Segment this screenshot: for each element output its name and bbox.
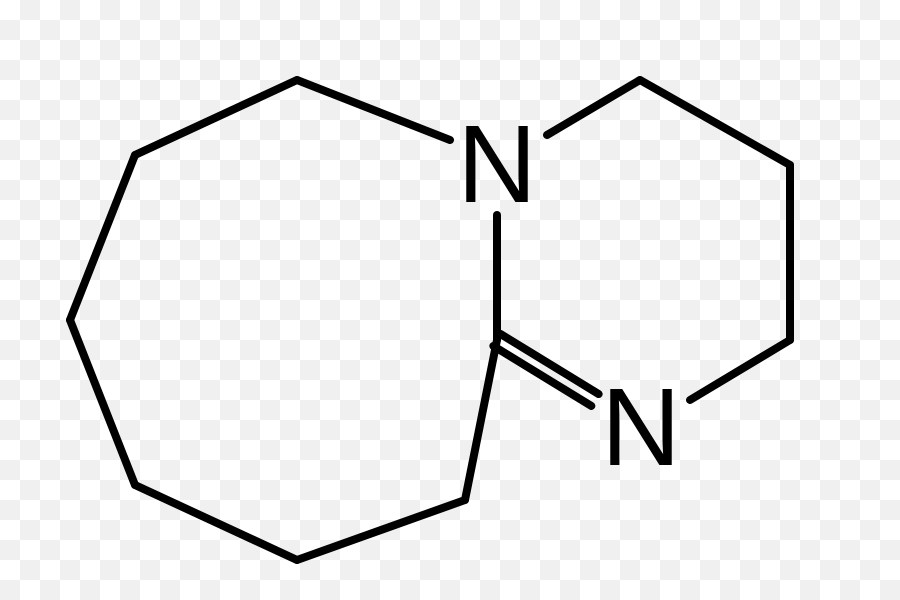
bond-single (690, 340, 790, 400)
bond-single (297, 500, 465, 560)
bond-layer (70, 80, 790, 560)
bond-single (640, 80, 790, 165)
bond-single (135, 485, 297, 560)
bond-single (135, 80, 297, 155)
bond-single (547, 80, 640, 135)
atom-label-N1: N (457, 110, 536, 220)
bond-single (70, 320, 135, 485)
molecule-diagram (0, 0, 900, 600)
bond-single (465, 340, 497, 500)
bond-single (70, 155, 135, 320)
bond-single (297, 80, 450, 140)
atom-label-N2: N (601, 373, 680, 483)
